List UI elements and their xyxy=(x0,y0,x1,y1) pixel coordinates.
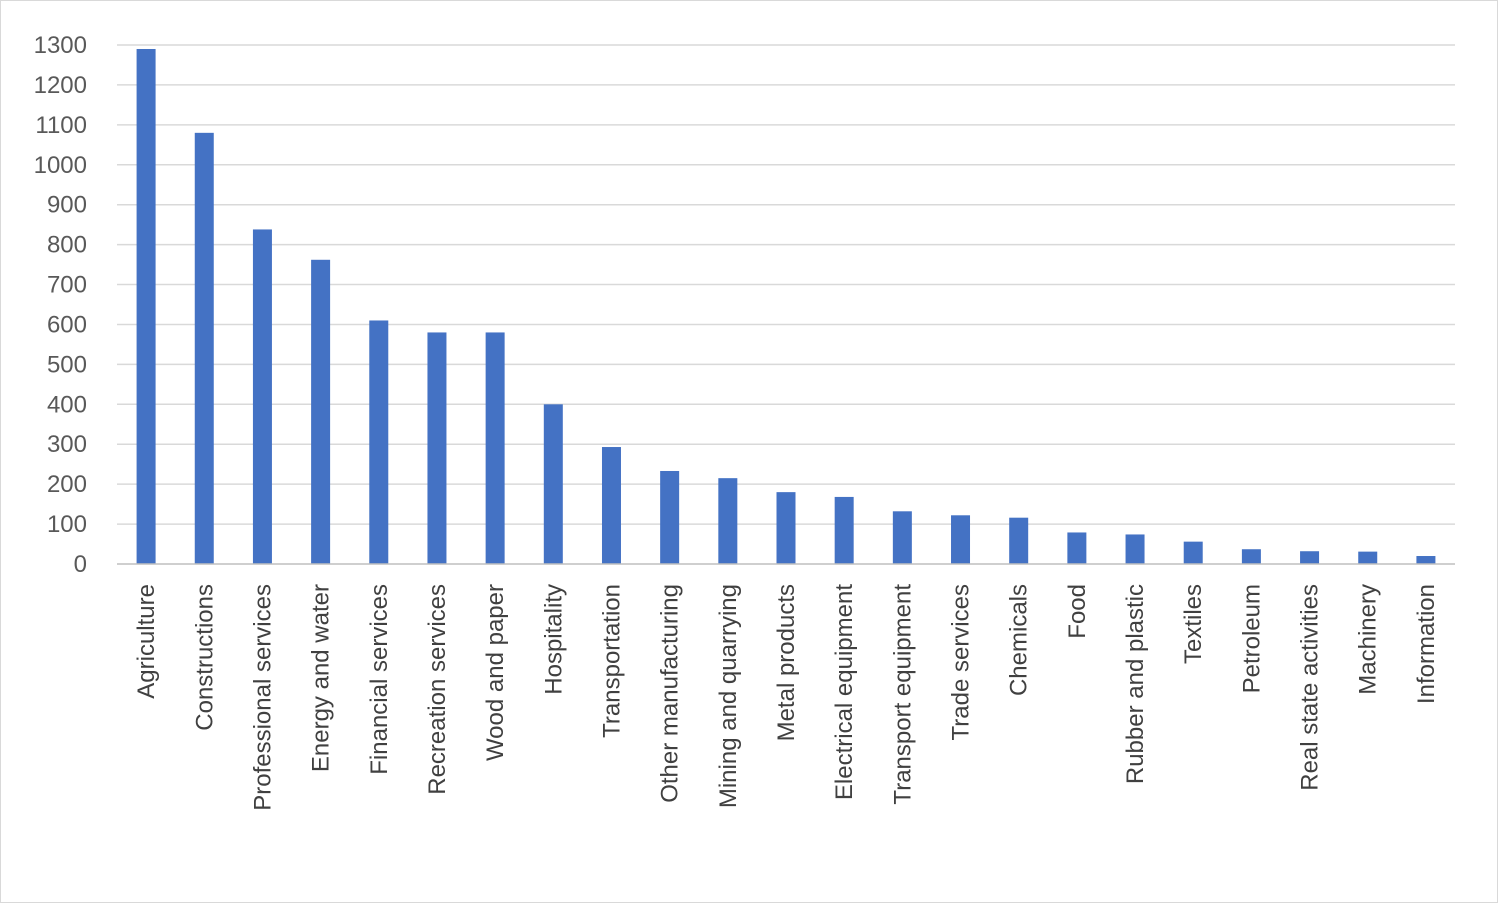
y-tick-label: 200 xyxy=(47,471,87,498)
bar-real-state-activities xyxy=(1300,551,1320,564)
bar-agriculture xyxy=(136,48,156,564)
x-category-label: Energy and water xyxy=(308,584,335,772)
y-tick-label: 100 xyxy=(47,511,87,538)
y-tick-label: 500 xyxy=(47,351,87,378)
y-tick-label: 1000 xyxy=(34,152,87,179)
bar-financial-services xyxy=(369,320,389,564)
x-category-label: Rubber and plastic xyxy=(1122,584,1149,784)
bar-machinery xyxy=(1358,551,1378,564)
y-tick-label: 1100 xyxy=(35,112,87,139)
bar-other-manufacturing xyxy=(660,470,680,564)
y-tick-label: 600 xyxy=(47,311,87,338)
y-tick-label: 700 xyxy=(47,272,87,299)
x-category-label: Wood and paper xyxy=(482,584,509,761)
bar-chemicals xyxy=(1009,517,1029,564)
bar-rubber-and-plastic xyxy=(1125,534,1145,564)
y-tick-label: 800 xyxy=(47,232,87,259)
bar-transport-equipment xyxy=(892,511,912,564)
bar-recreation-services xyxy=(427,332,447,564)
bar-trade-services xyxy=(951,515,971,564)
bar-hospitality xyxy=(543,404,563,564)
bars xyxy=(136,48,1436,565)
x-category-label: Food xyxy=(1064,584,1091,639)
bar-wood-and-paper xyxy=(485,332,505,564)
x-category-label: Hospitality xyxy=(540,584,567,695)
x-category-label: Transport equipment xyxy=(889,584,916,805)
bar-transportation xyxy=(601,447,621,564)
x-category-label: Metal products xyxy=(773,584,800,741)
x-category-label: Chemicals xyxy=(1006,584,1033,696)
y-tick-label: 900 xyxy=(47,192,87,219)
x-category-label: Trade services xyxy=(948,584,975,741)
bar-metal-products xyxy=(776,492,796,564)
x-category-label: Textiles xyxy=(1180,584,1207,664)
y-axis-tick-labels: 0 100 200 300 400 500 600 700 800 900 1000 1100 1200… xyxy=(34,32,87,578)
x-category-label: Professional services xyxy=(249,584,276,811)
y-tick-label: 0 xyxy=(74,551,87,578)
x-category-label: Recreation services xyxy=(424,584,451,795)
bar-information xyxy=(1416,556,1436,564)
bar-textiles xyxy=(1183,541,1203,564)
gridlines xyxy=(117,44,1455,525)
bar-energy-and-water xyxy=(311,259,331,564)
x-category-label: Constructions xyxy=(191,584,218,731)
x-category-label: Electrical equipment xyxy=(831,584,858,800)
x-category-label: Real state activities xyxy=(1297,584,1324,791)
bar-professional-services xyxy=(252,229,272,564)
bar-food xyxy=(1067,532,1087,564)
x-category-label: Petroleum xyxy=(1238,584,1265,693)
x-category-label: Transportation xyxy=(598,584,625,738)
bar-constructions xyxy=(194,132,214,565)
y-tick-label: 1300 xyxy=(34,32,87,59)
x-category-label: Information xyxy=(1413,584,1440,704)
x-category-label: Mining and quarrying xyxy=(715,584,742,808)
y-tick-label: 300 xyxy=(47,431,87,458)
y-tick-label: 1200 xyxy=(34,72,87,99)
bar-electrical-equipment xyxy=(834,496,854,564)
y-tick-label: 400 xyxy=(47,391,87,418)
x-category-label: Machinery xyxy=(1355,584,1382,695)
x-category-label: Financial services xyxy=(366,584,393,775)
bar-petroleum xyxy=(1241,549,1261,564)
x-category-label: Other manufacturing xyxy=(657,584,684,803)
bar-mining-and-quarrying xyxy=(718,478,738,564)
x-category-label: Agriculture xyxy=(133,584,160,699)
x-axis-category-labels: Agriculture Constructions Professional ser… xyxy=(133,584,1440,811)
